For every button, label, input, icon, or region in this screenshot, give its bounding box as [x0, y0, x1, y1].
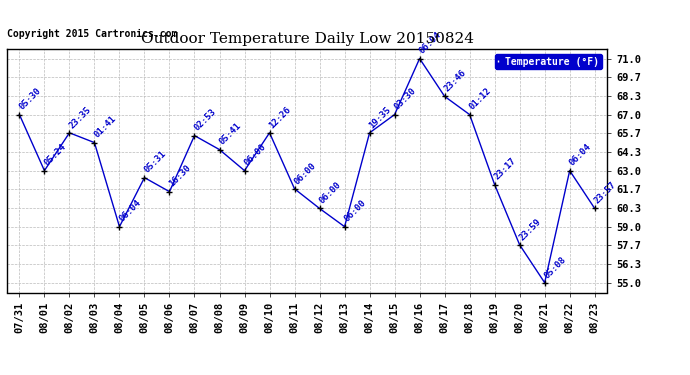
Text: 23:59: 23:59: [518, 217, 543, 242]
Text: 23:35: 23:35: [67, 105, 92, 130]
Text: 06:00: 06:00: [317, 180, 343, 206]
Text: 03:30: 03:30: [393, 87, 417, 112]
Text: 12:26: 12:26: [267, 105, 293, 130]
Text: 05:30: 05:30: [17, 87, 43, 112]
Text: 16:30: 16:30: [167, 164, 193, 189]
Text: 01:12: 01:12: [467, 87, 493, 112]
Text: 19:35: 19:35: [367, 105, 393, 130]
Text: 06:00: 06:00: [242, 142, 268, 168]
Text: 05:31: 05:31: [142, 150, 168, 175]
Text: 01:41: 01:41: [92, 114, 117, 140]
Title: Outdoor Temperature Daily Low 20150824: Outdoor Temperature Daily Low 20150824: [141, 32, 473, 46]
Text: 06:00: 06:00: [293, 161, 317, 186]
Text: 05:41: 05:41: [217, 122, 243, 147]
Text: Copyright 2015 Cartronics.com: Copyright 2015 Cartronics.com: [7, 29, 177, 39]
Text: 06:04: 06:04: [417, 30, 443, 56]
Text: 23:17: 23:17: [493, 156, 518, 182]
Text: 05:08: 05:08: [542, 255, 568, 280]
Text: 06:04: 06:04: [567, 142, 593, 168]
Legend: Temperature (°F): Temperature (°F): [495, 54, 602, 69]
Text: 23:57: 23:57: [593, 180, 618, 206]
Text: 06:00: 06:00: [342, 198, 368, 224]
Text: 23:46: 23:46: [442, 68, 468, 94]
Text: 05:24: 05:24: [42, 142, 68, 168]
Text: 02:53: 02:53: [193, 108, 217, 133]
Text: 06:04: 06:04: [117, 198, 143, 224]
